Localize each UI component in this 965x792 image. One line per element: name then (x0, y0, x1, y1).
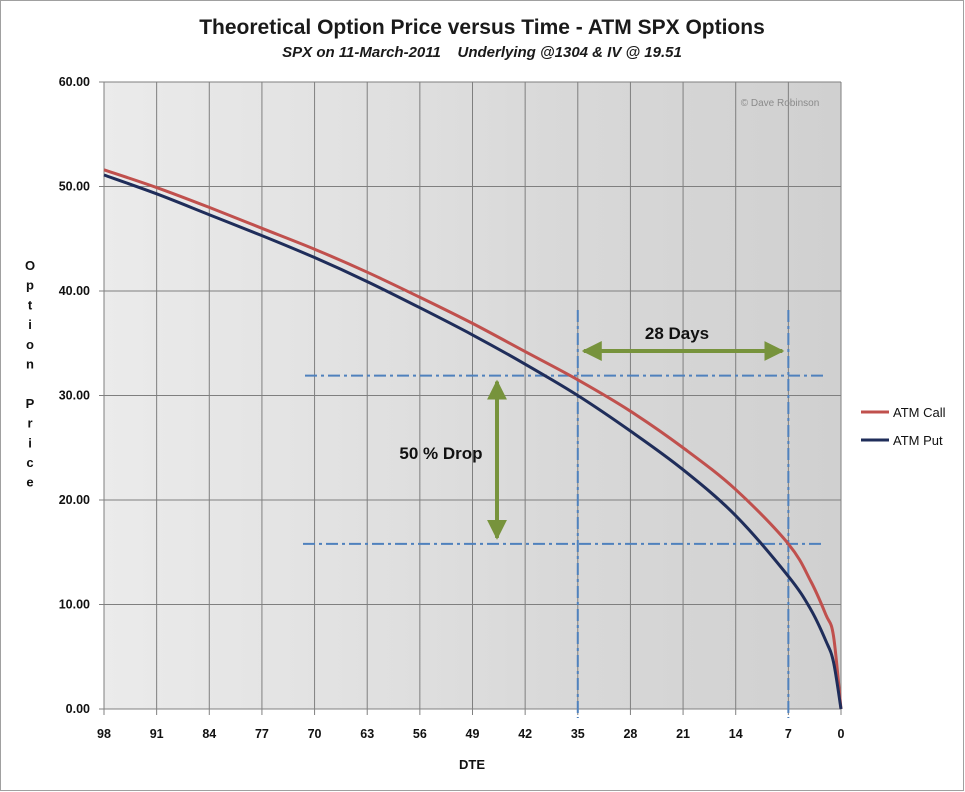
chart-subtitle: SPX on 11-March-2011 Underlying @1304 & … (282, 44, 682, 61)
y-axis-ticks: 60.00 50.00 40.00 30.00 20.00 10.00 0.00 (59, 75, 104, 716)
x-tick-label: 21 (676, 727, 690, 741)
x-tick-label: 14 (729, 727, 743, 741)
x-tick-label: 0 (838, 727, 845, 741)
atm-put-legend-label: ATM Put (893, 433, 943, 448)
atm-call-legend-label: ATM Call (893, 405, 946, 420)
x-tick-label: 28 (623, 727, 637, 741)
atm-put-line (103, 173, 843, 710)
x-tick-label: 42 (518, 727, 532, 741)
x-tick-label: 7 (785, 727, 792, 741)
y-tick-label: 10.00 (59, 598, 90, 612)
atm-call-line (103, 168, 843, 710)
x-tick-label: 98 (97, 727, 111, 741)
x-tick-label: 84 (202, 727, 216, 741)
y-tick-label: 30.00 (59, 389, 90, 403)
drop-annotation: 50 % Drop (399, 444, 482, 463)
reference-lines (303, 310, 826, 718)
y-tick-label: 0.00 (66, 702, 90, 716)
y-tick-label: 20.00 (59, 493, 90, 507)
x-tick-label: 91 (150, 727, 164, 741)
x-axis-ticks: 98 91 84 77 70 63 56 49 42 35 28 21 14 7 0 (97, 709, 845, 741)
x-tick-label: 77 (255, 727, 269, 741)
copyright-text: © Dave Robinson (741, 98, 820, 109)
x-axis-title: DTE (459, 757, 485, 772)
x-tick-label: 49 (466, 727, 480, 741)
series-lines (103, 168, 843, 710)
x-tick-label: 63 (360, 727, 374, 741)
x-tick-label: 70 (308, 727, 322, 741)
x-tick-label: 56 (413, 727, 427, 741)
x-tick-label: 35 (571, 727, 585, 741)
y-tick-label: 40.00 (59, 284, 90, 298)
y-tick-label: 60.00 (59, 75, 90, 89)
days-annotation: 28 Days (645, 324, 709, 343)
y-tick-label: 50.00 (59, 180, 90, 194)
legend: ATM Call ATM Put (861, 405, 946, 448)
chart-title: Theoretical Option Price versus Time - A… (199, 16, 765, 39)
